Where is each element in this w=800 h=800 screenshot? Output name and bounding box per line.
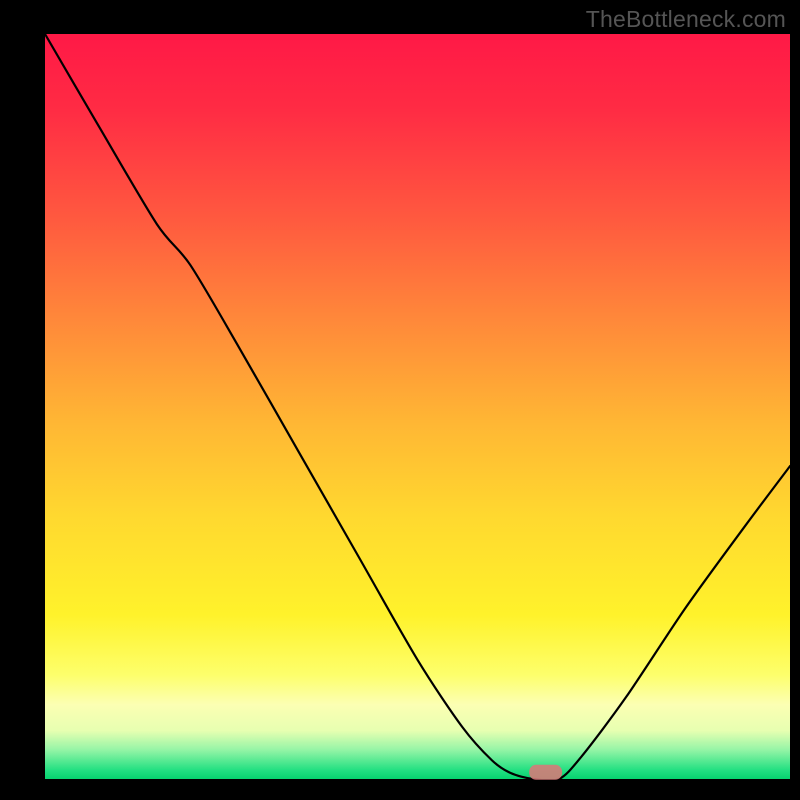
chart-frame: TheBottleneck.com bbox=[0, 0, 800, 800]
bottleneck-curve bbox=[0, 0, 800, 800]
optimum-marker bbox=[529, 765, 562, 780]
watermark-text: TheBottleneck.com bbox=[586, 6, 786, 33]
